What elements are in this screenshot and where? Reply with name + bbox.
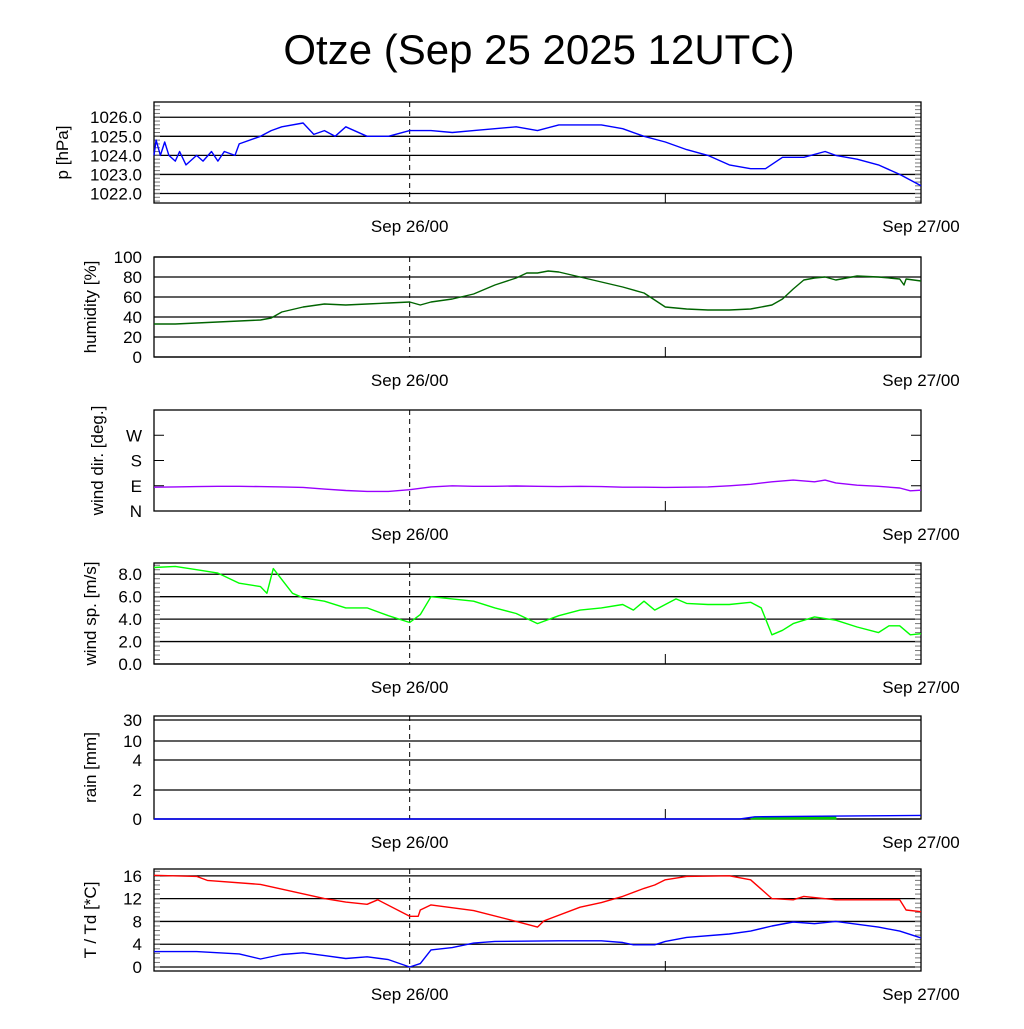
plot-frame [153,715,922,820]
x-tick-label: Sep 27/00 [882,525,960,544]
x-tick-label: Sep 26/00 [371,525,449,544]
y-tick-label: 0 [133,810,142,829]
y-tick-label: 0 [133,958,142,977]
plot-frame [153,409,922,512]
x-tick-label: Sep 26/00 [371,833,449,852]
x-tick-label: Sep 27/00 [882,217,960,236]
series-pressure [153,122,922,187]
rain-panel: 0 2 410 30 Sep 26/00 Sep 27/00 rain [mm] [81,711,960,852]
y-tick-label: 1026.0 [90,108,142,127]
x-tick-label: Sep 26/00 [371,217,449,236]
series-rain-amount [750,816,837,820]
plot-frame [153,562,922,665]
y-tick-label: 8 [133,912,142,931]
y-tick-label: 20 [123,328,142,347]
plot-frame [153,256,922,358]
y-tick-label: 1022.0 [90,184,142,203]
y-tick-label: 100 [114,248,142,267]
y-tick-label: 6.0 [118,588,142,607]
y-tick-label: 0.0 [118,655,142,674]
y-tick-label: 12 [123,890,142,909]
y-axis-label: humidity [%] [81,261,100,354]
y-tick-label: 40 [123,308,142,327]
x-tick-label: Sep 26/00 [371,371,449,390]
y-axis-label: rain [mm] [81,732,100,803]
series-wind-speed [153,565,922,636]
y-tick-label: 1023.0 [90,165,142,184]
y-tick-label: S [131,452,142,471]
y-tick-label: 4.0 [118,610,142,629]
wind-speed-panel: 0.0 2.0 4.0 6.0 8.0 Sep 26/00 Sep 27/00 wind sp… [81,562,960,697]
x-tick-label: Sep 26/00 [371,678,449,697]
y-axis-label: wind dir. [deg.] [88,406,107,517]
y-tick-label: 1025.0 [90,127,142,146]
y-tick-label: W [126,426,142,445]
y-tick-label: 10 [123,732,142,751]
x-tick-label: Sep 27/00 [882,371,960,390]
series-humidity [154,270,922,325]
series-t [153,874,922,928]
x-tick-label: Sep 27/00 [882,833,960,852]
temperature-panel: 0 4 8 12 16 Sep 26/00 Sep 27/00 T / Td [*C] [81,867,960,1004]
y-tick-label: 80 [123,268,142,287]
chart-title: Otze (Sep 25 2025 12UTC) [283,26,794,73]
y-tick-label: 4 [133,751,142,770]
x-tick-label: Sep 26/00 [371,985,449,1004]
y-tick-label: 2 [133,781,142,800]
x-tick-label: Sep 27/00 [882,985,960,1004]
series-td [154,920,922,968]
series-accumulated-rain [154,814,922,820]
plot-frame [153,868,922,972]
y-axis-label: T / Td [*C] [81,882,100,959]
y-tick-label: N [130,502,142,521]
y-tick-label: 2.0 [118,633,142,652]
y-tick-label: 0 [133,348,142,367]
y-tick-label: 4 [133,935,142,954]
y-axis-label: wind sp. [m/s] [81,562,100,667]
y-tick-label: 1024.0 [90,146,142,165]
y-axis-label: p [hPa] [53,126,72,180]
y-tick-label: 30 [123,711,142,730]
x-tick-label: Sep 27/00 [882,678,960,697]
y-tick-label: E [131,477,142,496]
y-tick-label: 8.0 [118,565,142,584]
y-tick-label: 16 [123,867,142,886]
series-wind-direction [153,479,922,493]
y-tick-label: 60 [123,288,142,307]
